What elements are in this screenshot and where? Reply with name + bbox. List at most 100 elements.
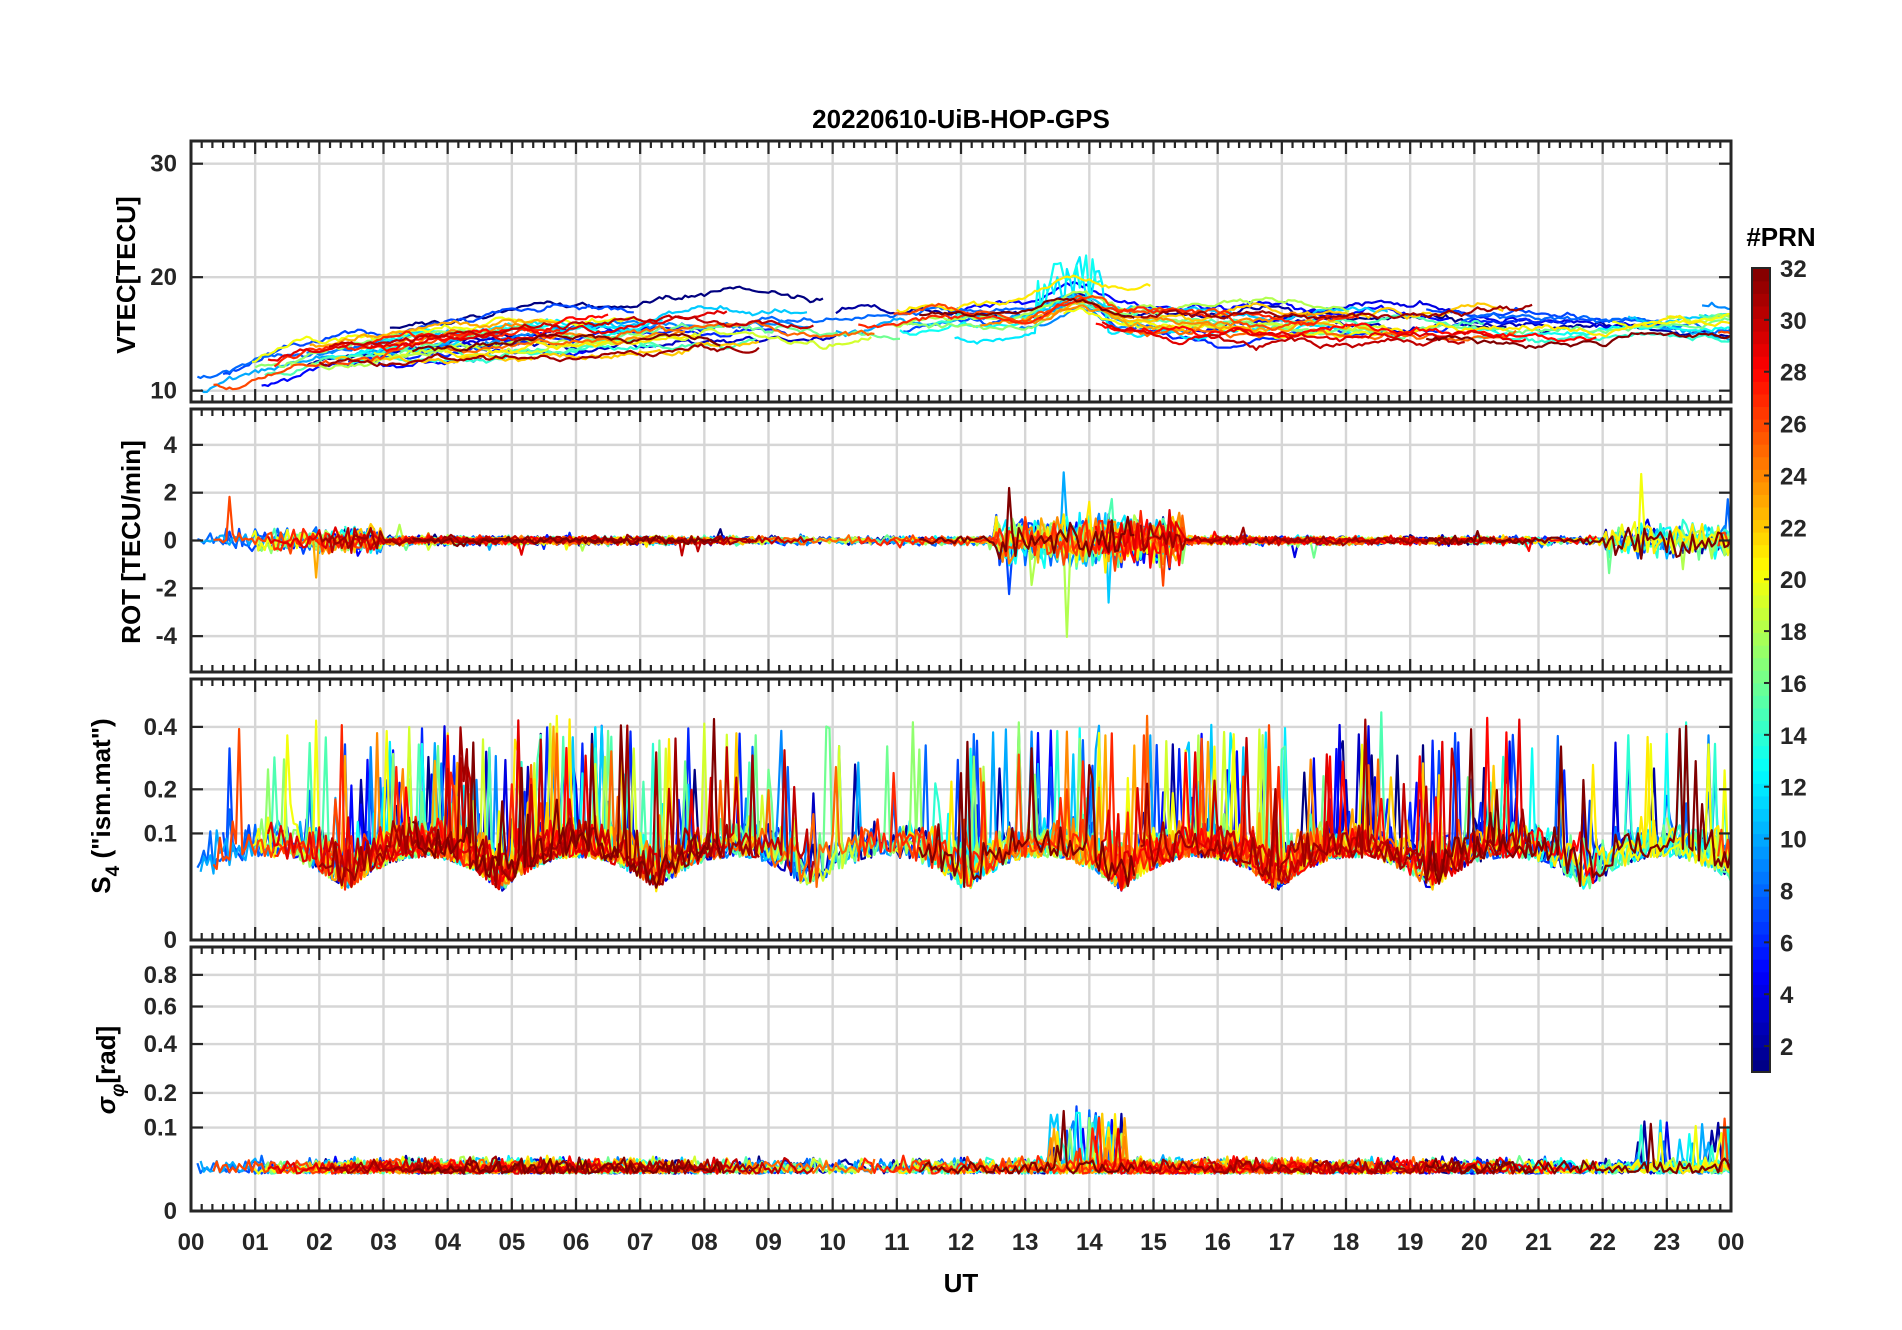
colorbar-segment <box>1752 657 1770 671</box>
colorbar-tick-label: 26 <box>1780 412 1807 439</box>
colorbar-segment <box>1752 506 1770 521</box>
y-tick-label: 10 <box>150 378 177 405</box>
sigma-phi-axes-frame <box>189 945 1733 1213</box>
s4-axes-frame <box>189 677 1733 942</box>
x-tick-label: 16 <box>1204 1229 1231 1256</box>
prn-28-series <box>370 313 1597 352</box>
colorbar-tick-label: 22 <box>1780 515 1807 542</box>
y-tick-label: 20 <box>150 264 177 291</box>
colorbar-segment <box>1752 946 1770 960</box>
x-tick-label: 08 <box>691 1229 718 1256</box>
vtec-axes-frame <box>189 139 1733 404</box>
prn-32-series <box>412 486 1731 560</box>
colorbar-segment <box>1752 481 1770 495</box>
rot-y-tick-labels: -4 -2 0 2 4 <box>156 432 178 650</box>
colorbar-segment <box>1752 619 1770 634</box>
y-tick-label: 4 <box>164 432 178 459</box>
x-tick-label: 22 <box>1589 1229 1616 1256</box>
colorbar-segment <box>1752 871 1770 885</box>
colorbar-segment <box>1752 443 1770 458</box>
colorbar-segment <box>1752 757 1770 772</box>
colorbar-segment <box>1752 305 1770 320</box>
colorbar-tick-label: 4 <box>1780 982 1794 1009</box>
y-tick-label: -4 <box>156 623 178 650</box>
sigma-phi-panel: 0 0.1 0.2 0.4 0.6 0.8 σφ[rad] <box>91 945 1733 1225</box>
y-tick-label: 0.2 <box>144 1080 177 1107</box>
x-tick-label: 07 <box>627 1229 654 1256</box>
colorbar-segment <box>1752 732 1770 747</box>
rot-y-axis-label: ROT [TECU/min] <box>116 440 146 644</box>
x-tick-label: 03 <box>370 1229 397 1256</box>
x-tick-label: 00 <box>1718 1229 1745 1256</box>
x-tick-label: 11 <box>884 1229 909 1256</box>
y-tick-label: 0 <box>164 528 177 555</box>
colorbar-segment <box>1752 958 1770 973</box>
colorbar-tick-label: 28 <box>1780 360 1807 387</box>
x-tick-label: 05 <box>498 1229 525 1256</box>
x-tick-label: 17 <box>1268 1229 1295 1256</box>
y-tick-label: 0 <box>164 927 177 954</box>
colorbar-segment <box>1752 770 1770 784</box>
x-tick-label: 23 <box>1653 1229 1680 1256</box>
colorbar-segment <box>1752 531 1770 546</box>
colorbar-segment <box>1752 569 1770 583</box>
colorbar-segment <box>1752 343 1770 357</box>
vtec-y-axis-label: VTEC[TECU] <box>111 196 141 353</box>
colorbar-segment <box>1752 330 1770 345</box>
colorbar-segment <box>1752 582 1770 596</box>
colorbar-segment <box>1752 720 1770 734</box>
colorbar-segment <box>1752 594 1770 608</box>
colorbar-tick-label: 18 <box>1780 619 1807 646</box>
colorbar-segment <box>1752 544 1770 558</box>
x-tick-label: 10 <box>819 1229 846 1256</box>
y-tick-label: 0 <box>164 1198 177 1225</box>
x-tick-label: 06 <box>563 1229 590 1256</box>
sigma-phi-y-axis-label: σφ[rad] <box>91 1026 129 1114</box>
colorbar-segment <box>1752 971 1770 985</box>
prn-32-series <box>411 1109 1731 1175</box>
colorbar-tick-label: 10 <box>1780 827 1807 854</box>
x-tick-label: 09 <box>755 1229 782 1256</box>
colorbar-segment <box>1752 783 1770 797</box>
colorbar-segment <box>1752 996 1770 1010</box>
y-tick-label: 0.4 <box>144 714 178 741</box>
colorbar-segment <box>1752 883 1770 897</box>
prn-23-series <box>309 300 1389 348</box>
chart-title: 20220610-UiB-HOP-GPS <box>812 104 1110 134</box>
x-tick-label: 01 <box>242 1229 269 1256</box>
colorbar-segment <box>1752 707 1770 722</box>
x-tick-label: 20 <box>1461 1229 1488 1256</box>
colorbar-segment <box>1752 1059 1770 1073</box>
colorbar-tick-label: 12 <box>1780 775 1807 802</box>
colorbar-label: #PRN <box>1746 222 1815 252</box>
rot-axes-frame <box>189 407 1733 674</box>
prn-27-series <box>273 297 1360 368</box>
x-tick-label: 02 <box>306 1229 333 1256</box>
colorbar-tick-label: 30 <box>1780 308 1807 335</box>
y-tick-label: 0.1 <box>144 1115 177 1142</box>
colorbar-segment <box>1752 820 1770 835</box>
s4-series-group <box>196 711 1731 893</box>
prn-21-series <box>444 274 1731 358</box>
x-tick-label: 15 <box>1140 1229 1167 1256</box>
vtec-series-group <box>196 254 1731 394</box>
rot-panel: -4 -2 0 2 4 ROT [TECU/min] <box>116 407 1733 674</box>
prn-31-series <box>318 718 1534 889</box>
x-axis-label: UT <box>944 1268 979 1298</box>
x-tick-label: 14 <box>1076 1229 1103 1256</box>
prn-30-series <box>328 314 1465 351</box>
colorbar-segment <box>1752 607 1770 621</box>
colorbar-segment <box>1752 795 1770 809</box>
colorbar-segment <box>1752 519 1770 533</box>
colorbar-segment <box>1752 670 1770 684</box>
colorbar-segment <box>1752 745 1770 759</box>
colorbar-segment <box>1752 896 1770 910</box>
sigma-phi-series-group <box>196 1105 1731 1175</box>
y-tick-label: 0.1 <box>144 820 177 847</box>
colorbar-segment <box>1752 632 1770 646</box>
y-tick-label: 0.2 <box>144 776 177 803</box>
colorbar-segment <box>1752 1046 1770 1061</box>
colorbar-segment <box>1752 908 1770 923</box>
vtec-panel: 10 20 30 VTEC[TECU] <box>111 139 1733 405</box>
